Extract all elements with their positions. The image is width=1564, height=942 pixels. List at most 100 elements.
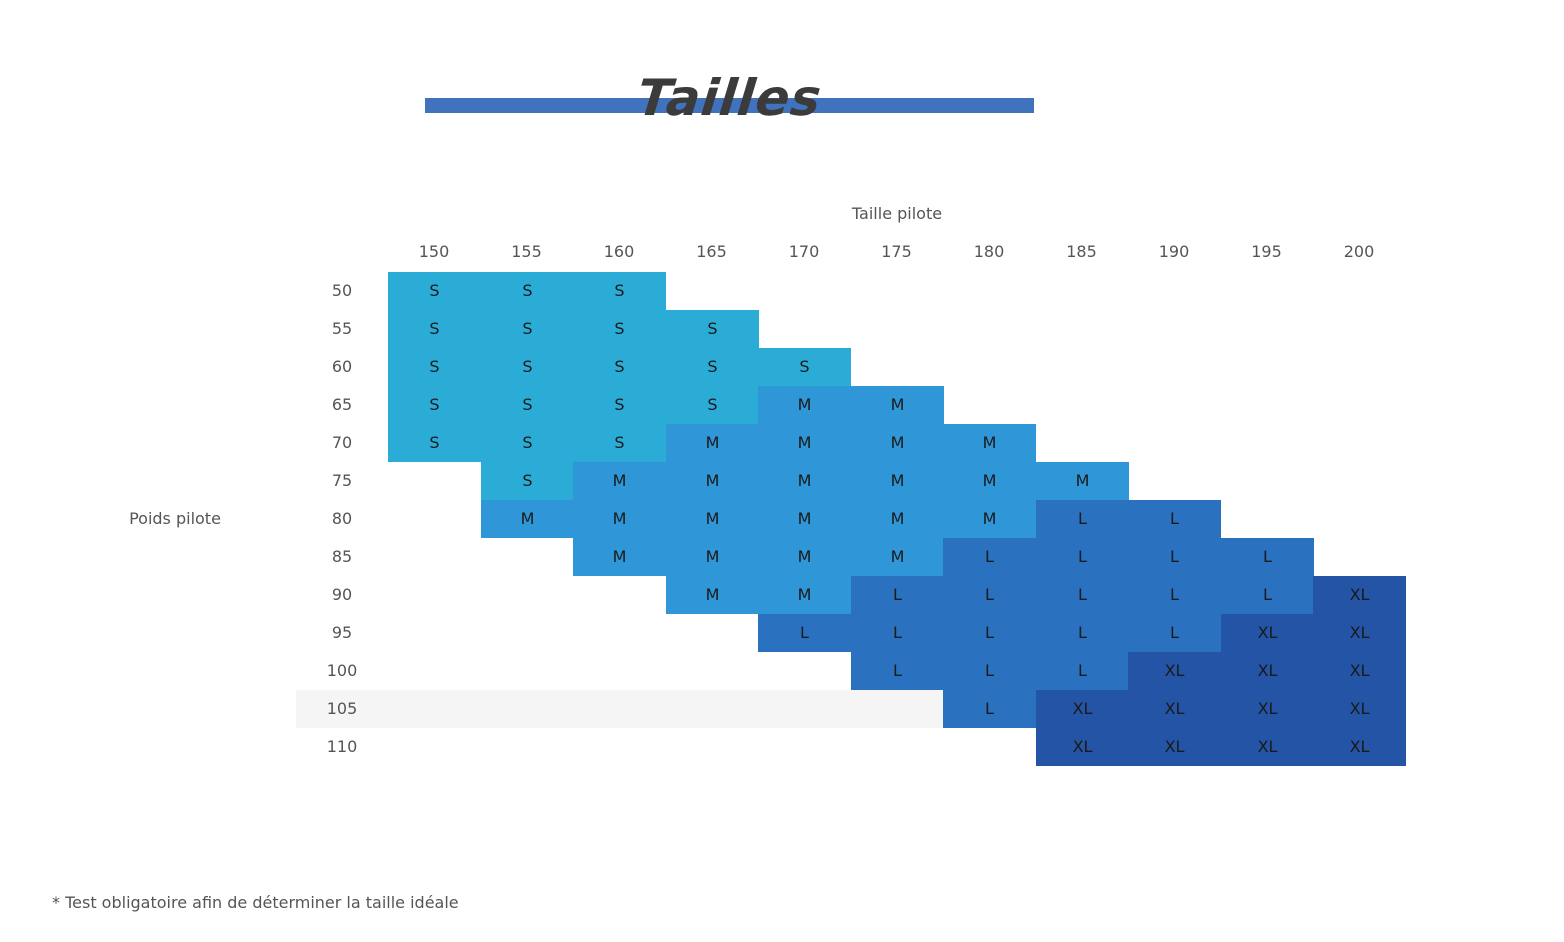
size-cell: S [573, 310, 666, 348]
size-cell: XL [1128, 728, 1221, 766]
size-cell: S [388, 348, 481, 386]
row-header: 75 [331, 471, 353, 490]
size-cell: M [666, 576, 759, 614]
size-cell: S [573, 424, 666, 462]
size-cell: M [758, 424, 851, 462]
size-cell: M [758, 462, 851, 500]
size-cell: S [388, 424, 481, 462]
size-cell: M [666, 424, 759, 462]
size-cell: XL [1313, 690, 1406, 728]
size-cell: M [758, 538, 851, 576]
size-cell: L [1036, 652, 1129, 690]
size-cell: L [1221, 538, 1314, 576]
size-cell: S [388, 310, 481, 348]
row-header: 60 [331, 357, 353, 376]
column-header: 200 [1343, 242, 1375, 261]
row-header: 110 [326, 737, 358, 756]
footnote: * Test obligatoire afin de déterminer la… [52, 893, 459, 912]
size-cell: M [481, 500, 574, 538]
size-cell: M [573, 462, 666, 500]
size-cell: L [1036, 576, 1129, 614]
size-cell: S [481, 348, 574, 386]
column-header: 190 [1158, 242, 1190, 261]
column-header: 185 [1066, 242, 1097, 261]
size-cell: L [1128, 614, 1221, 652]
size-cell: L [1128, 538, 1221, 576]
size-cell: XL [1036, 690, 1129, 728]
size-cell: XL [1313, 576, 1406, 614]
size-cell: M [758, 500, 851, 538]
x-axis-title: Taille pilote [851, 204, 943, 223]
size-cell: M [666, 500, 759, 538]
size-cell: M [1036, 462, 1129, 500]
size-cell: XL [1221, 728, 1314, 766]
row-header: 95 [331, 623, 353, 642]
size-cell: XL [1221, 614, 1314, 652]
row-header: 70 [331, 433, 353, 452]
size-cell: XL [1036, 728, 1129, 766]
size-cell: L [1036, 538, 1129, 576]
row-header: 50 [331, 281, 353, 300]
row-header: 65 [331, 395, 353, 414]
size-cell: L [851, 576, 944, 614]
size-cell: L [943, 614, 1036, 652]
size-cell: XL [1221, 690, 1314, 728]
size-cell: S [481, 386, 574, 424]
size-cell: L [851, 652, 944, 690]
size-cell: S [666, 348, 759, 386]
column-header: 180 [973, 242, 1005, 261]
size-cell: S [388, 272, 481, 310]
size-cell: M [943, 462, 1036, 500]
size-cell: M [573, 500, 666, 538]
size-cell: M [851, 538, 944, 576]
row-header: 80 [331, 509, 353, 528]
column-header: 160 [603, 242, 635, 261]
size-cell: S [666, 310, 759, 348]
size-cell: M [758, 386, 851, 424]
size-cell: M [851, 424, 944, 462]
size-cell: L [758, 614, 851, 652]
size-cell: S [573, 348, 666, 386]
column-header: 175 [881, 242, 912, 261]
size-cell: M [666, 538, 759, 576]
title-accent-bar [425, 98, 1034, 113]
size-cell: S [388, 386, 481, 424]
size-cell: XL [1313, 728, 1406, 766]
size-cell: S [481, 272, 574, 310]
size-cell: M [943, 424, 1036, 462]
size-cell: L [943, 690, 1036, 728]
size-cell: L [1221, 576, 1314, 614]
size-cell: S [573, 272, 666, 310]
size-cell: S [573, 386, 666, 424]
size-cell: S [666, 386, 759, 424]
size-cell: L [1128, 576, 1221, 614]
size-cell: M [851, 462, 944, 500]
size-cell: L [851, 614, 944, 652]
size-cell: L [1036, 500, 1129, 538]
size-cell: S [481, 424, 574, 462]
size-cell: M [758, 576, 851, 614]
size-cell: XL [1221, 652, 1314, 690]
size-cell: L [943, 538, 1036, 576]
row-header: 105 [326, 699, 358, 718]
size-cell: M [573, 538, 666, 576]
row-header: 55 [331, 319, 353, 338]
column-header: 165 [696, 242, 727, 261]
size-cell: L [1128, 500, 1221, 538]
column-header: 170 [788, 242, 820, 261]
row-header: 100 [326, 661, 358, 680]
size-cell: L [943, 652, 1036, 690]
column-header: 155 [511, 242, 542, 261]
size-cell: XL [1313, 614, 1406, 652]
size-cell: M [666, 462, 759, 500]
size-cell: XL [1128, 690, 1221, 728]
size-cell: S [758, 348, 851, 386]
size-cell: L [943, 576, 1036, 614]
size-cell: M [851, 500, 944, 538]
size-cell: XL [1128, 652, 1221, 690]
row-header: 90 [331, 585, 353, 604]
size-cell: M [851, 386, 944, 424]
size-cell: M [943, 500, 1036, 538]
size-cell: S [481, 310, 574, 348]
column-header: 195 [1251, 242, 1282, 261]
